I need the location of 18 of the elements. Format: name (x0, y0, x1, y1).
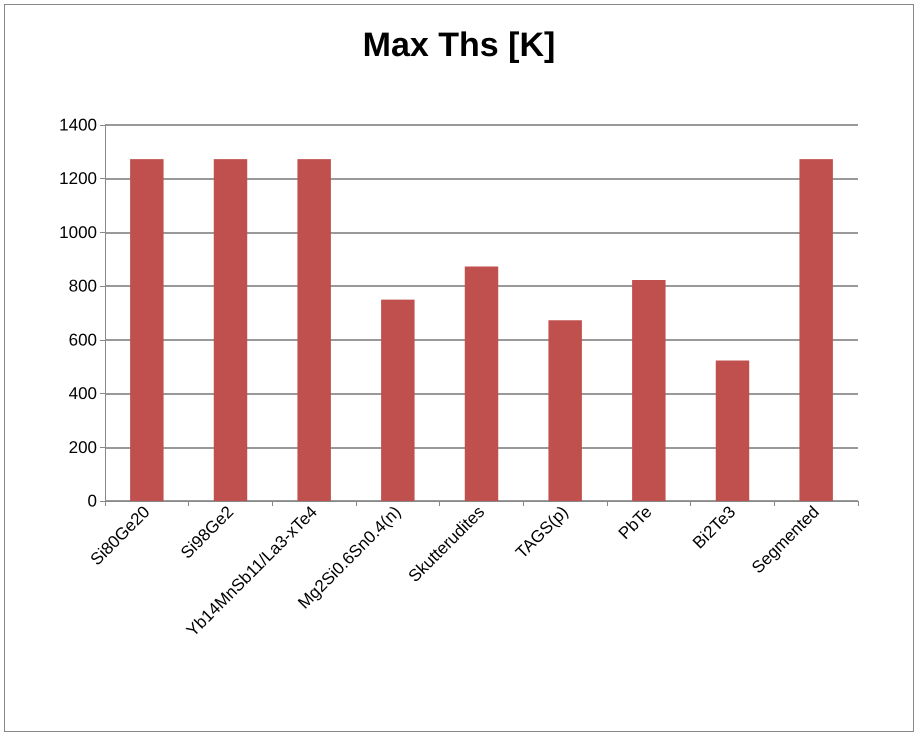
bar (214, 159, 248, 501)
bar (130, 159, 164, 501)
bar (716, 360, 750, 501)
bar (297, 159, 331, 501)
bar (799, 159, 833, 501)
y-tick-label: 800 (68, 276, 97, 296)
y-tick-label: 0 (88, 492, 97, 510)
bar (381, 300, 415, 501)
bar (464, 266, 498, 501)
y-tick-label: 400 (68, 384, 97, 404)
bar (548, 320, 582, 501)
chart-title: Max Ths [K] (362, 26, 556, 64)
bar (632, 280, 666, 501)
y-tick-label: 1400 (59, 116, 97, 134)
y-tick-label: 1000 (59, 222, 97, 242)
y-tick-label: 600 (68, 330, 97, 350)
y-tick-label: 1200 (59, 169, 97, 188)
y-tick-label: 200 (68, 438, 97, 457)
